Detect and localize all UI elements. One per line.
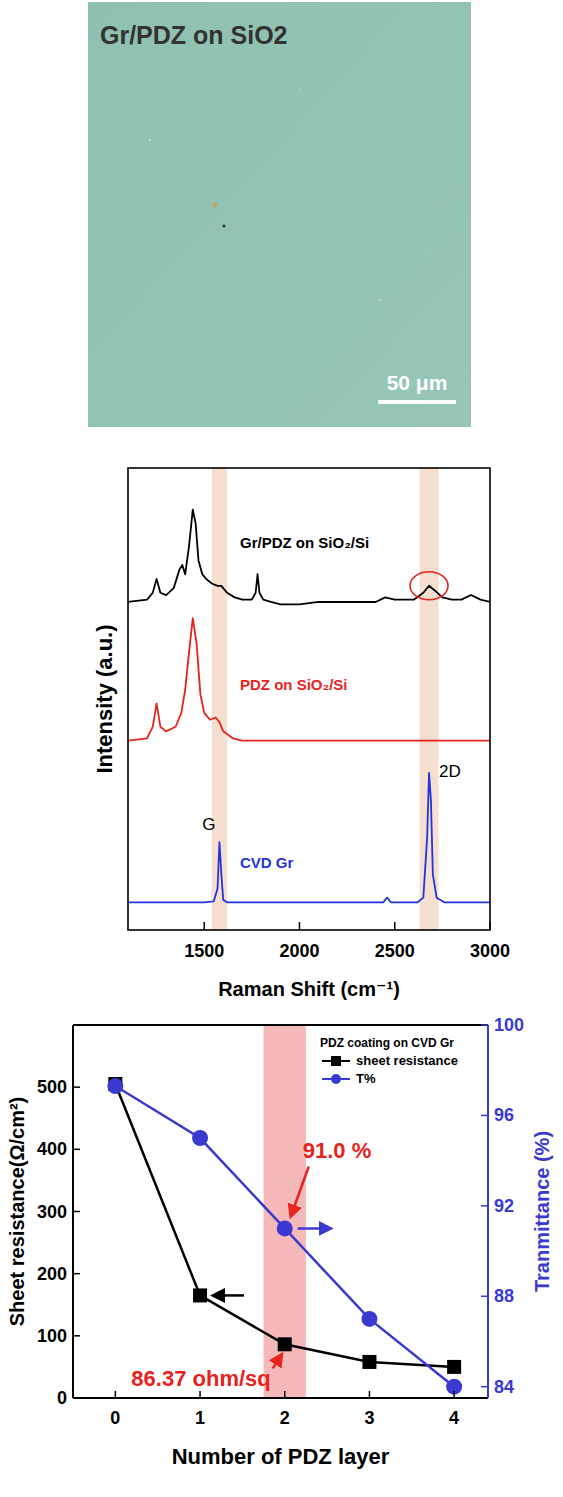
marker [278,1337,292,1351]
y2-tick-label: 96 [494,1105,514,1125]
legend-label: sheet resistance [356,1053,458,1068]
series-label: Gr/PDZ on SiO₂/Si [240,534,369,551]
peak-label: G [202,815,215,834]
y2-tick [481,1024,488,1026]
y-tick-label: 0 [57,1388,67,1408]
y-tick [73,1149,80,1151]
x-tick [115,1391,117,1398]
plot-area [107,1025,462,1398]
x-tick-label: 4 [449,1408,459,1428]
speck [379,299,381,301]
y2-tick-label: 92 [494,1196,514,1216]
annotation-arrow [291,1166,309,1216]
axis-arrow [298,1227,331,1230]
y-tick-label: 300 [37,1202,67,1222]
y-tick [73,1086,80,1088]
y2-tick [481,1386,488,1388]
annotation: 91.0 % [303,1138,372,1163]
x-tick-label: 2500 [375,941,415,961]
marker [192,1130,208,1146]
axis-arrow [213,1294,244,1297]
micrograph-panel: Gr/PDZ on SiO2 50 μm [88,2,471,427]
y-axis-title: Intensity (a.u.) [92,624,117,773]
series-line [115,1086,454,1387]
speck [213,203,218,208]
micrograph [88,2,471,427]
spectrum-line [128,773,490,902]
y2-tick [481,1205,488,1207]
image-title: Gr/PDZ on SiO2 [100,21,288,49]
band [420,468,439,930]
series-line [115,1084,454,1367]
speck [299,89,301,91]
y-axis-title: Sheet resistance(Ω/cm²) [6,1097,28,1326]
raman-chart: 1500 2000 2500 3000 Raman Shift (cm⁻¹) Intens… [92,468,510,1000]
resistance-chart: 0 100 200 300 400 500 84 88 92 96 100 0 1 2 3 4 Number o… [6,1015,553,1469]
series-label: PDZ on SiO₂/Si [240,676,348,693]
frame [128,468,490,930]
figure: Gr/PDZ on SiO250 μm1500200025003000Raman… [0,0,563,1497]
y-tick-label: 100 [37,1326,67,1346]
scale-bar [378,400,456,404]
marker [361,1311,377,1327]
y2-tick [481,1296,488,1298]
marker [362,1355,376,1369]
x-tick [203,922,205,930]
x-tick [369,1391,371,1398]
legend-marker [331,1056,341,1066]
x-tick [199,1391,201,1398]
y2-axis [487,1025,489,1398]
marker [277,1220,293,1236]
frame-top [73,1024,488,1026]
legend-title: PDZ coating on CVD Gr [320,1036,454,1050]
x-tick-label: 1500 [184,941,224,961]
y-tick [73,1211,80,1213]
x-tick-label: 1 [195,1408,205,1428]
x-tick [489,922,491,930]
y2-tick [481,1115,488,1117]
y2-tick-label: 88 [494,1286,514,1306]
x-tick-label: 3000 [470,941,510,961]
marker [447,1360,461,1374]
x-tick-label: 3 [364,1408,374,1428]
y-tick [73,1397,80,1399]
y-tick [73,1335,80,1337]
spectrum-line [128,618,490,740]
legend-marker [331,1074,341,1084]
speck [222,224,225,227]
x-tick [453,1391,455,1398]
x-tick [299,922,301,930]
x-tick-label: 0 [110,1408,120,1428]
speck [149,139,151,141]
peak-label: 2D [439,762,461,781]
x-axis [73,1397,488,1399]
x-tick-label: 2000 [279,941,319,961]
spectrum-line [128,510,490,605]
x-axis-title: Number of PDZ layer [172,1444,390,1469]
x-tick [394,922,396,930]
highlight-circle [410,572,448,600]
annotation-arrow [273,1354,282,1368]
annotation: 86.37 ohm/sq [131,1366,270,1391]
marker [193,1288,207,1302]
marker [107,1078,123,1094]
legend: PDZ coating on CVD Gr sheet resistance T% [320,1036,458,1086]
series-label: CVD Gr [240,854,294,871]
y-tick [73,1273,80,1275]
y-tick-label: 400 [37,1139,67,1159]
y2-axis-title: Tranmittance (%) [531,1131,553,1292]
legend-label: T% [356,1071,376,1086]
x-tick [284,1391,286,1398]
y-tick-label: 500 [37,1077,67,1097]
speck [429,249,431,251]
x-tick-label: 2 [280,1408,290,1428]
scale-bar-label: 50 μm [387,371,448,394]
x-axis-title: Raman Shift (cm⁻¹) [218,978,400,1000]
y2-tick-label: 84 [494,1377,514,1397]
plot-area [128,468,490,930]
y-tick-label: 200 [37,1264,67,1284]
y2-tick-label: 100 [494,1015,524,1035]
